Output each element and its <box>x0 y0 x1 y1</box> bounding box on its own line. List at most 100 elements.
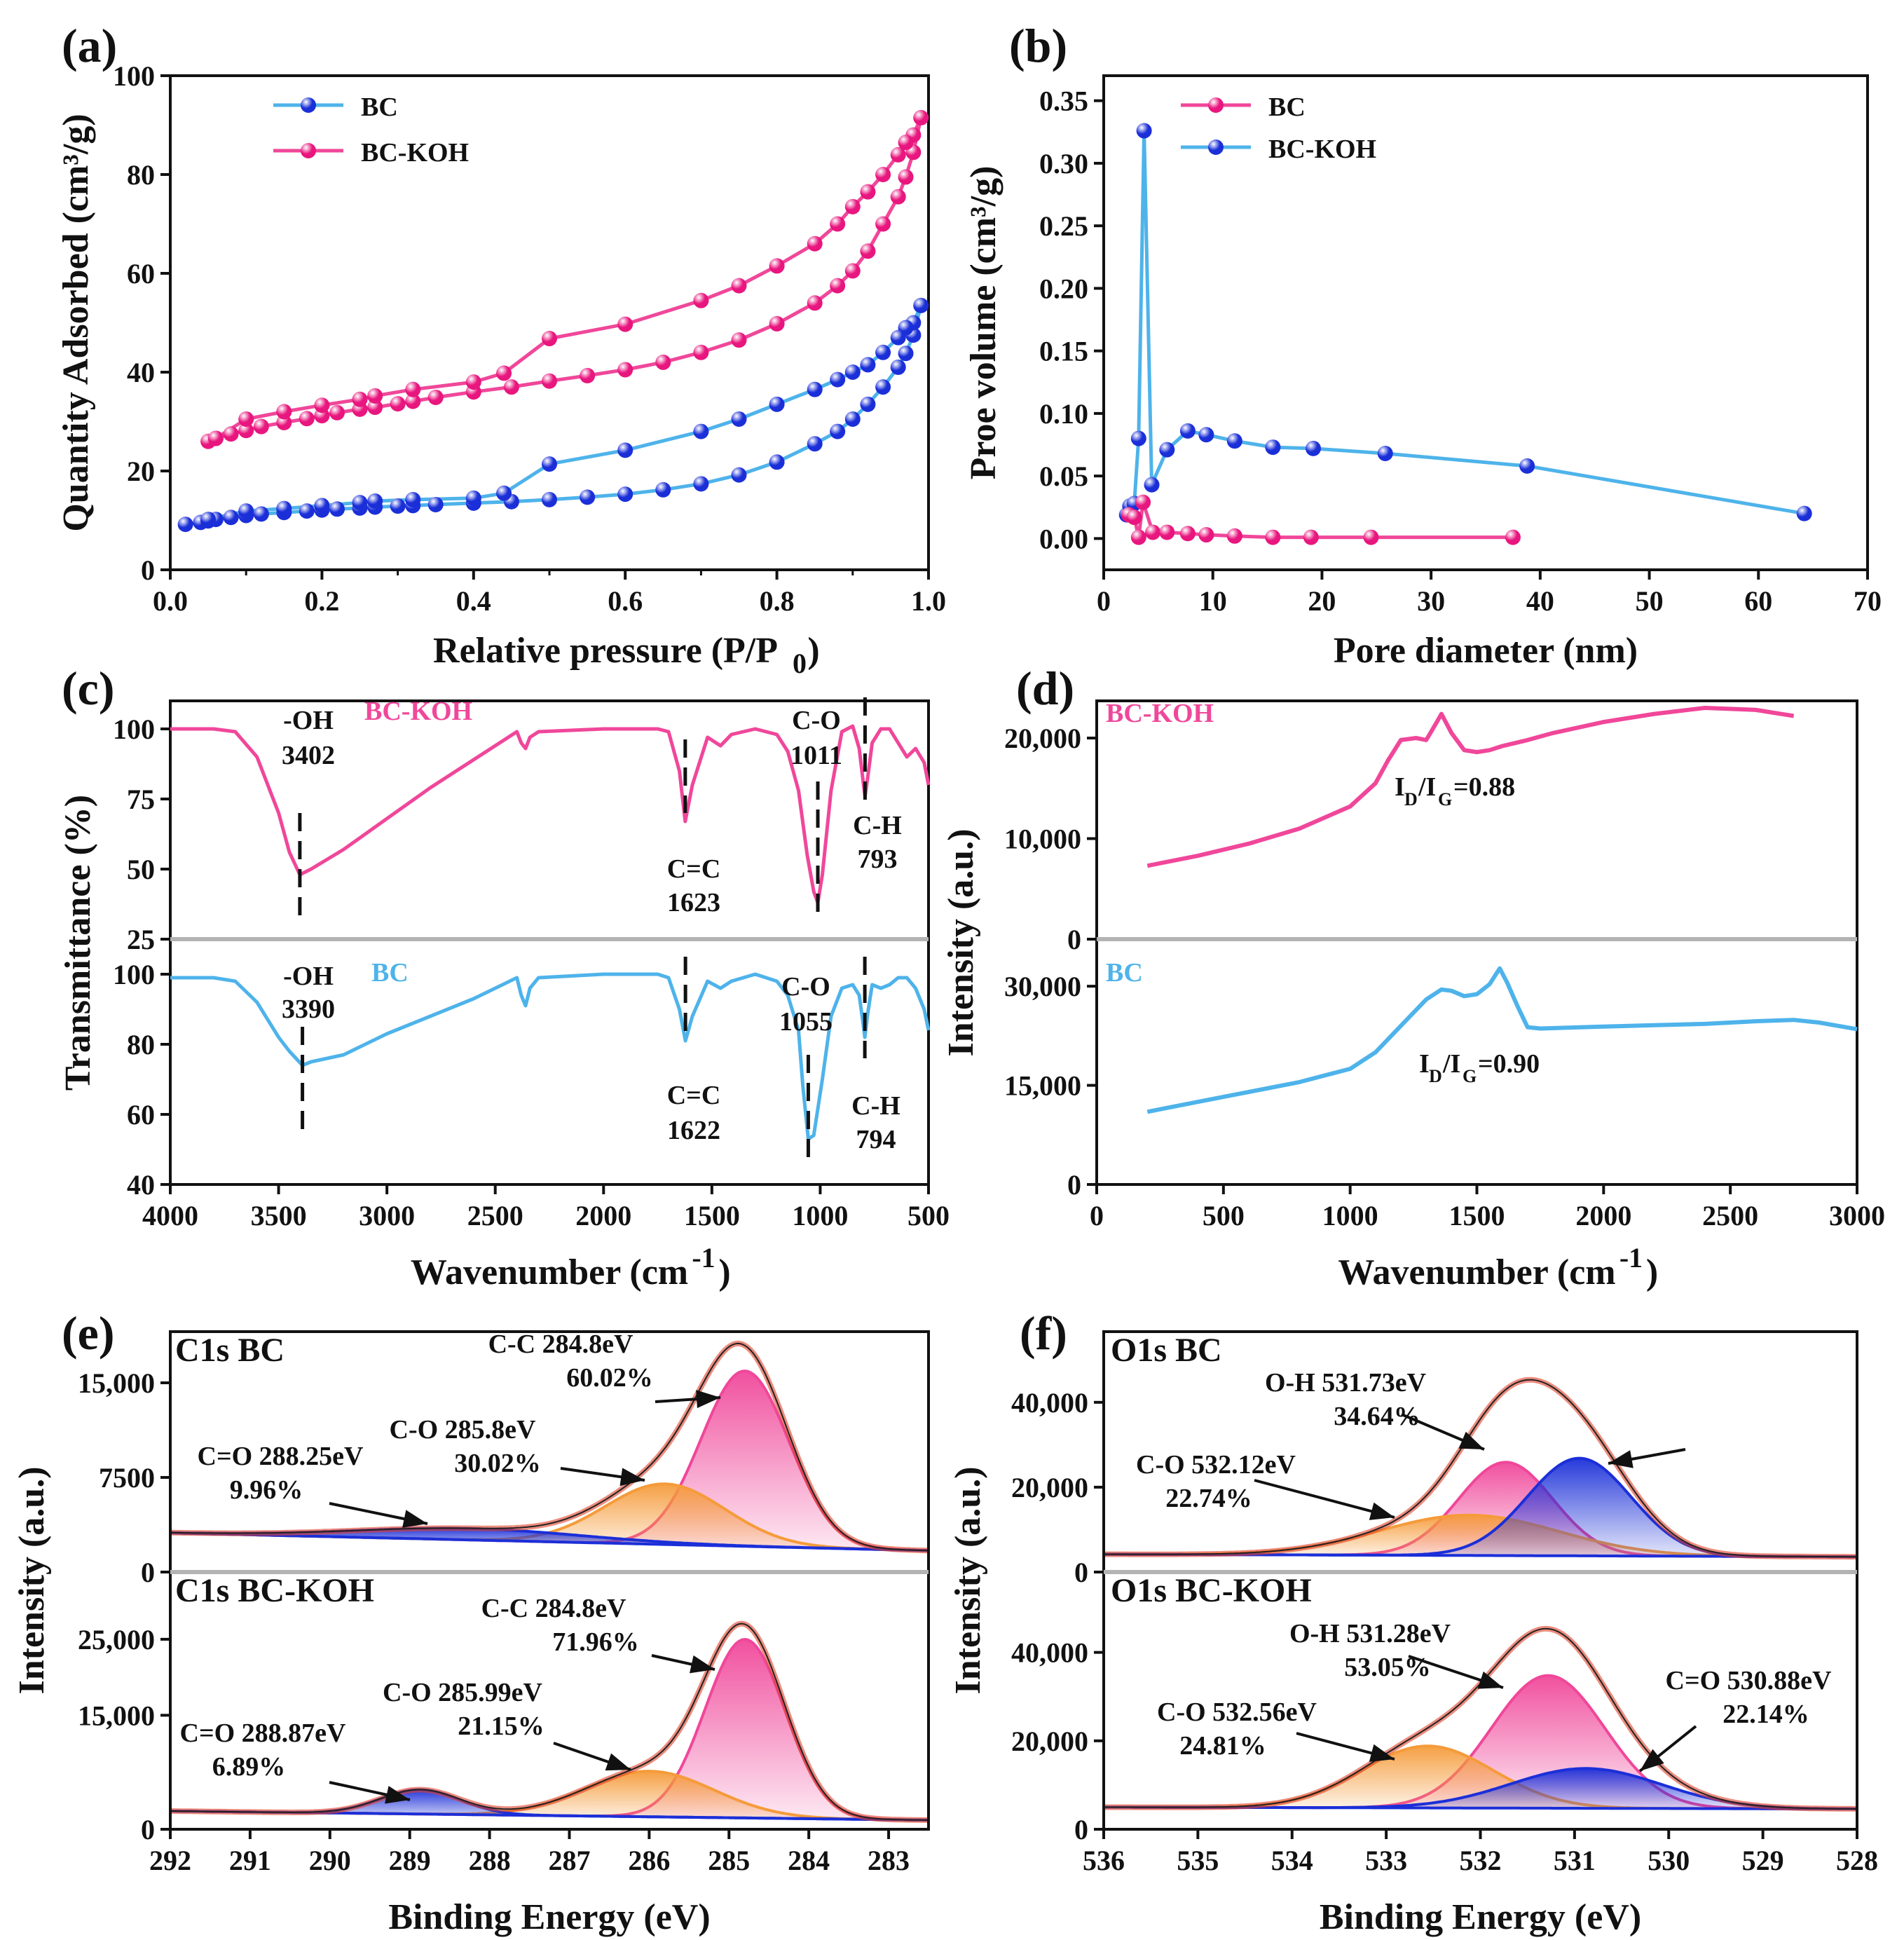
panel-a-xtick-label: 0.8 <box>760 585 795 617</box>
panel-d-ylabel: Intensity (a.u.) <box>941 828 981 1056</box>
panel-a-point-BC-KOH <box>898 169 914 185</box>
panel-e-peak-label: C-C 284.8eV <box>481 1594 626 1623</box>
panel-a-xtick-label: 1.0 <box>911 585 946 617</box>
panel-d-bc-ratio-i: I <box>1419 1049 1430 1079</box>
panel-c-xtick-label: 1000 <box>792 1200 848 1231</box>
panel-a-xlabel: Relative pressure (P/P <box>433 631 778 671</box>
panel-a-point-BC <box>898 346 914 362</box>
panel-b-ytick-label: 0.00 <box>1039 523 1088 554</box>
panel-f-xtick-label: 531 <box>1554 1845 1596 1876</box>
panel-b-point-BC <box>1303 529 1319 545</box>
panel-a-point-BC-KOH <box>655 354 671 370</box>
panel-f-xtick-label: 529 <box>1742 1845 1784 1876</box>
panel-e-peak-label: C-O 285.99eV <box>383 1678 543 1707</box>
panel-a-point-BC <box>299 503 315 519</box>
panel-f-xtick-label: 533 <box>1365 1845 1407 1876</box>
panel-f-xtick-label: 528 <box>1836 1845 1878 1876</box>
panel-e-peak-percent: 21.15% <box>458 1712 545 1741</box>
panel-d-koh-ratio-value: =0.88 <box>1453 772 1515 802</box>
panel-b-xtick-label: 50 <box>1636 585 1664 617</box>
panel-f-peak-label: C-O 532.56eV <box>1157 1698 1317 1727</box>
panel-c-xtick-label: 3000 <box>359 1200 415 1231</box>
panel-d-series-line-BC <box>1146 966 1858 1114</box>
panel-c-annotation-c_koh_cc_2: 1623 <box>667 888 720 917</box>
panel-a-point-BC <box>830 423 846 439</box>
panel-c-annotation-c_koh_cc_1: C=C <box>667 854 721 884</box>
panel-a-point-BC-KOH <box>465 374 481 390</box>
panel-b-point-BC <box>1505 529 1521 545</box>
panel-a-point-BC-KOH <box>890 146 906 163</box>
panel-b-xlabel: Pore diameter (nm) <box>1334 631 1638 671</box>
panel-c-xtick-label: 4000 <box>142 1200 198 1231</box>
panel-c-xtick-label: 500 <box>908 1200 950 1231</box>
panel-b-ylabel: Proe volume (cm³/g) <box>964 166 1004 480</box>
panel-a-point-BC-KOH <box>807 295 823 311</box>
panel-a-point-BC-KOH <box>693 292 709 308</box>
panel-b-point-BC-KOH <box>1377 446 1393 462</box>
panel-label-e: (e) <box>62 1306 114 1360</box>
panel-a-point-BC-KOH <box>405 393 421 409</box>
panel-a-point-BC <box>860 396 876 412</box>
panel-c-annotation-c_koh_oh_1: -OH <box>283 706 334 735</box>
panel-f-xtick-label: 534 <box>1271 1845 1313 1876</box>
panel-a-point-BC <box>844 364 861 380</box>
panel-a-point-BC <box>465 490 481 506</box>
panel-f-top-ytick-label: 40,000 <box>1011 1387 1088 1419</box>
panel-c-annotation-c_bc_cc_2: 1622 <box>667 1116 720 1145</box>
panel-e-peak-label: C-C 284.8eV <box>488 1330 633 1359</box>
panel-b-point-BC <box>1145 524 1161 540</box>
panel-e-peak-label: C=O 288.87eV <box>180 1719 347 1748</box>
panel-f-bottom-title: O1s BC-KOH <box>1111 1572 1312 1609</box>
panel-a-point-BC-KOH <box>731 332 747 348</box>
panel-c-xlabel: Wavenumber (cm <box>411 1252 688 1292</box>
panel-a-point-BC <box>807 436 823 452</box>
panel-f-ylabel: Intensity (a.u.) <box>948 1466 988 1694</box>
panel-e-arrow-head <box>696 1390 720 1409</box>
panel-b-pore-distribution: 0 10 20 30 40 50 60 70 0.00 0.05 0.10 0.15 0.20 0.25 0… <box>964 74 1882 671</box>
panel-e-arrow-head <box>605 1753 631 1771</box>
panel-e-xtick-label: 292 <box>149 1845 191 1876</box>
panel-e-peak-label: C=O 288.25eV <box>198 1442 364 1471</box>
panel-b-xtick-label: 70 <box>1854 585 1882 617</box>
panel-e-peak-percent: 6.89% <box>212 1752 286 1782</box>
panel-b-xtick-label: 10 <box>1199 585 1227 617</box>
panel-f-arrow-head <box>1369 1502 1395 1520</box>
panel-d-bottom-ytick-label: 0 <box>1067 1169 1081 1201</box>
panel-label-d: (d) <box>1016 662 1074 715</box>
panel-a-point-BC-KOH <box>238 411 254 427</box>
panel-a-ytick-label: 80 <box>127 159 155 191</box>
panel-d-xtick-label: 2000 <box>1575 1200 1631 1231</box>
panel-a-point-BC <box>844 411 861 427</box>
panel-b-ytick-label: 0.35 <box>1039 86 1088 117</box>
panel-a-point-BC <box>830 371 846 388</box>
panel-b-point-BC-KOH <box>1519 458 1535 474</box>
panel-c-annotation-c_bc_oh_2: 3390 <box>282 995 335 1024</box>
panel-label-a: (a) <box>62 19 117 72</box>
panel-d-koh-name: BC-KOH <box>1106 699 1214 728</box>
panel-a-point-BC <box>890 359 906 375</box>
panel-b-point-BC-KOH <box>1265 439 1281 456</box>
panel-a-point-BC <box>731 467 747 483</box>
panel-c-annotation-c_koh_co_2: 1011 <box>790 741 842 770</box>
panel-d-xlabel: Wavenumber (cm <box>1338 1252 1615 1292</box>
panel-b-point-BC <box>1179 526 1196 542</box>
panel-e-top-title: C1s BC <box>175 1332 285 1369</box>
panel-b-xtick-label: 60 <box>1744 585 1772 617</box>
panel-e-xtick-label: 289 <box>389 1845 431 1876</box>
panel-a-point-BC-KOH <box>390 396 406 412</box>
panel-f-arrow-head <box>1477 1671 1503 1689</box>
panel-a-point-BC <box>367 493 383 510</box>
panel-b-xtick-label: 0 <box>1097 585 1111 617</box>
panel-a-point-BC-KOH <box>207 430 224 446</box>
panel-a-point-BC-KOH <box>580 367 596 383</box>
panel-d-top-ytick-label: 0 <box>1067 924 1081 955</box>
panel-a-point-BC <box>253 506 269 522</box>
panel-a-point-BC <box>200 512 217 528</box>
panel-e-xtick-label: 283 <box>868 1845 910 1876</box>
panel-a-point-BC-KOH <box>844 263 861 279</box>
panel-f-peak-label: C-O 532.12eV <box>1136 1450 1296 1480</box>
panel-e-ylabel: Intensity (a.u.) <box>12 1466 52 1694</box>
panel-label-b: (b) <box>1009 19 1067 72</box>
panel-e-arrow-head <box>402 1510 427 1528</box>
